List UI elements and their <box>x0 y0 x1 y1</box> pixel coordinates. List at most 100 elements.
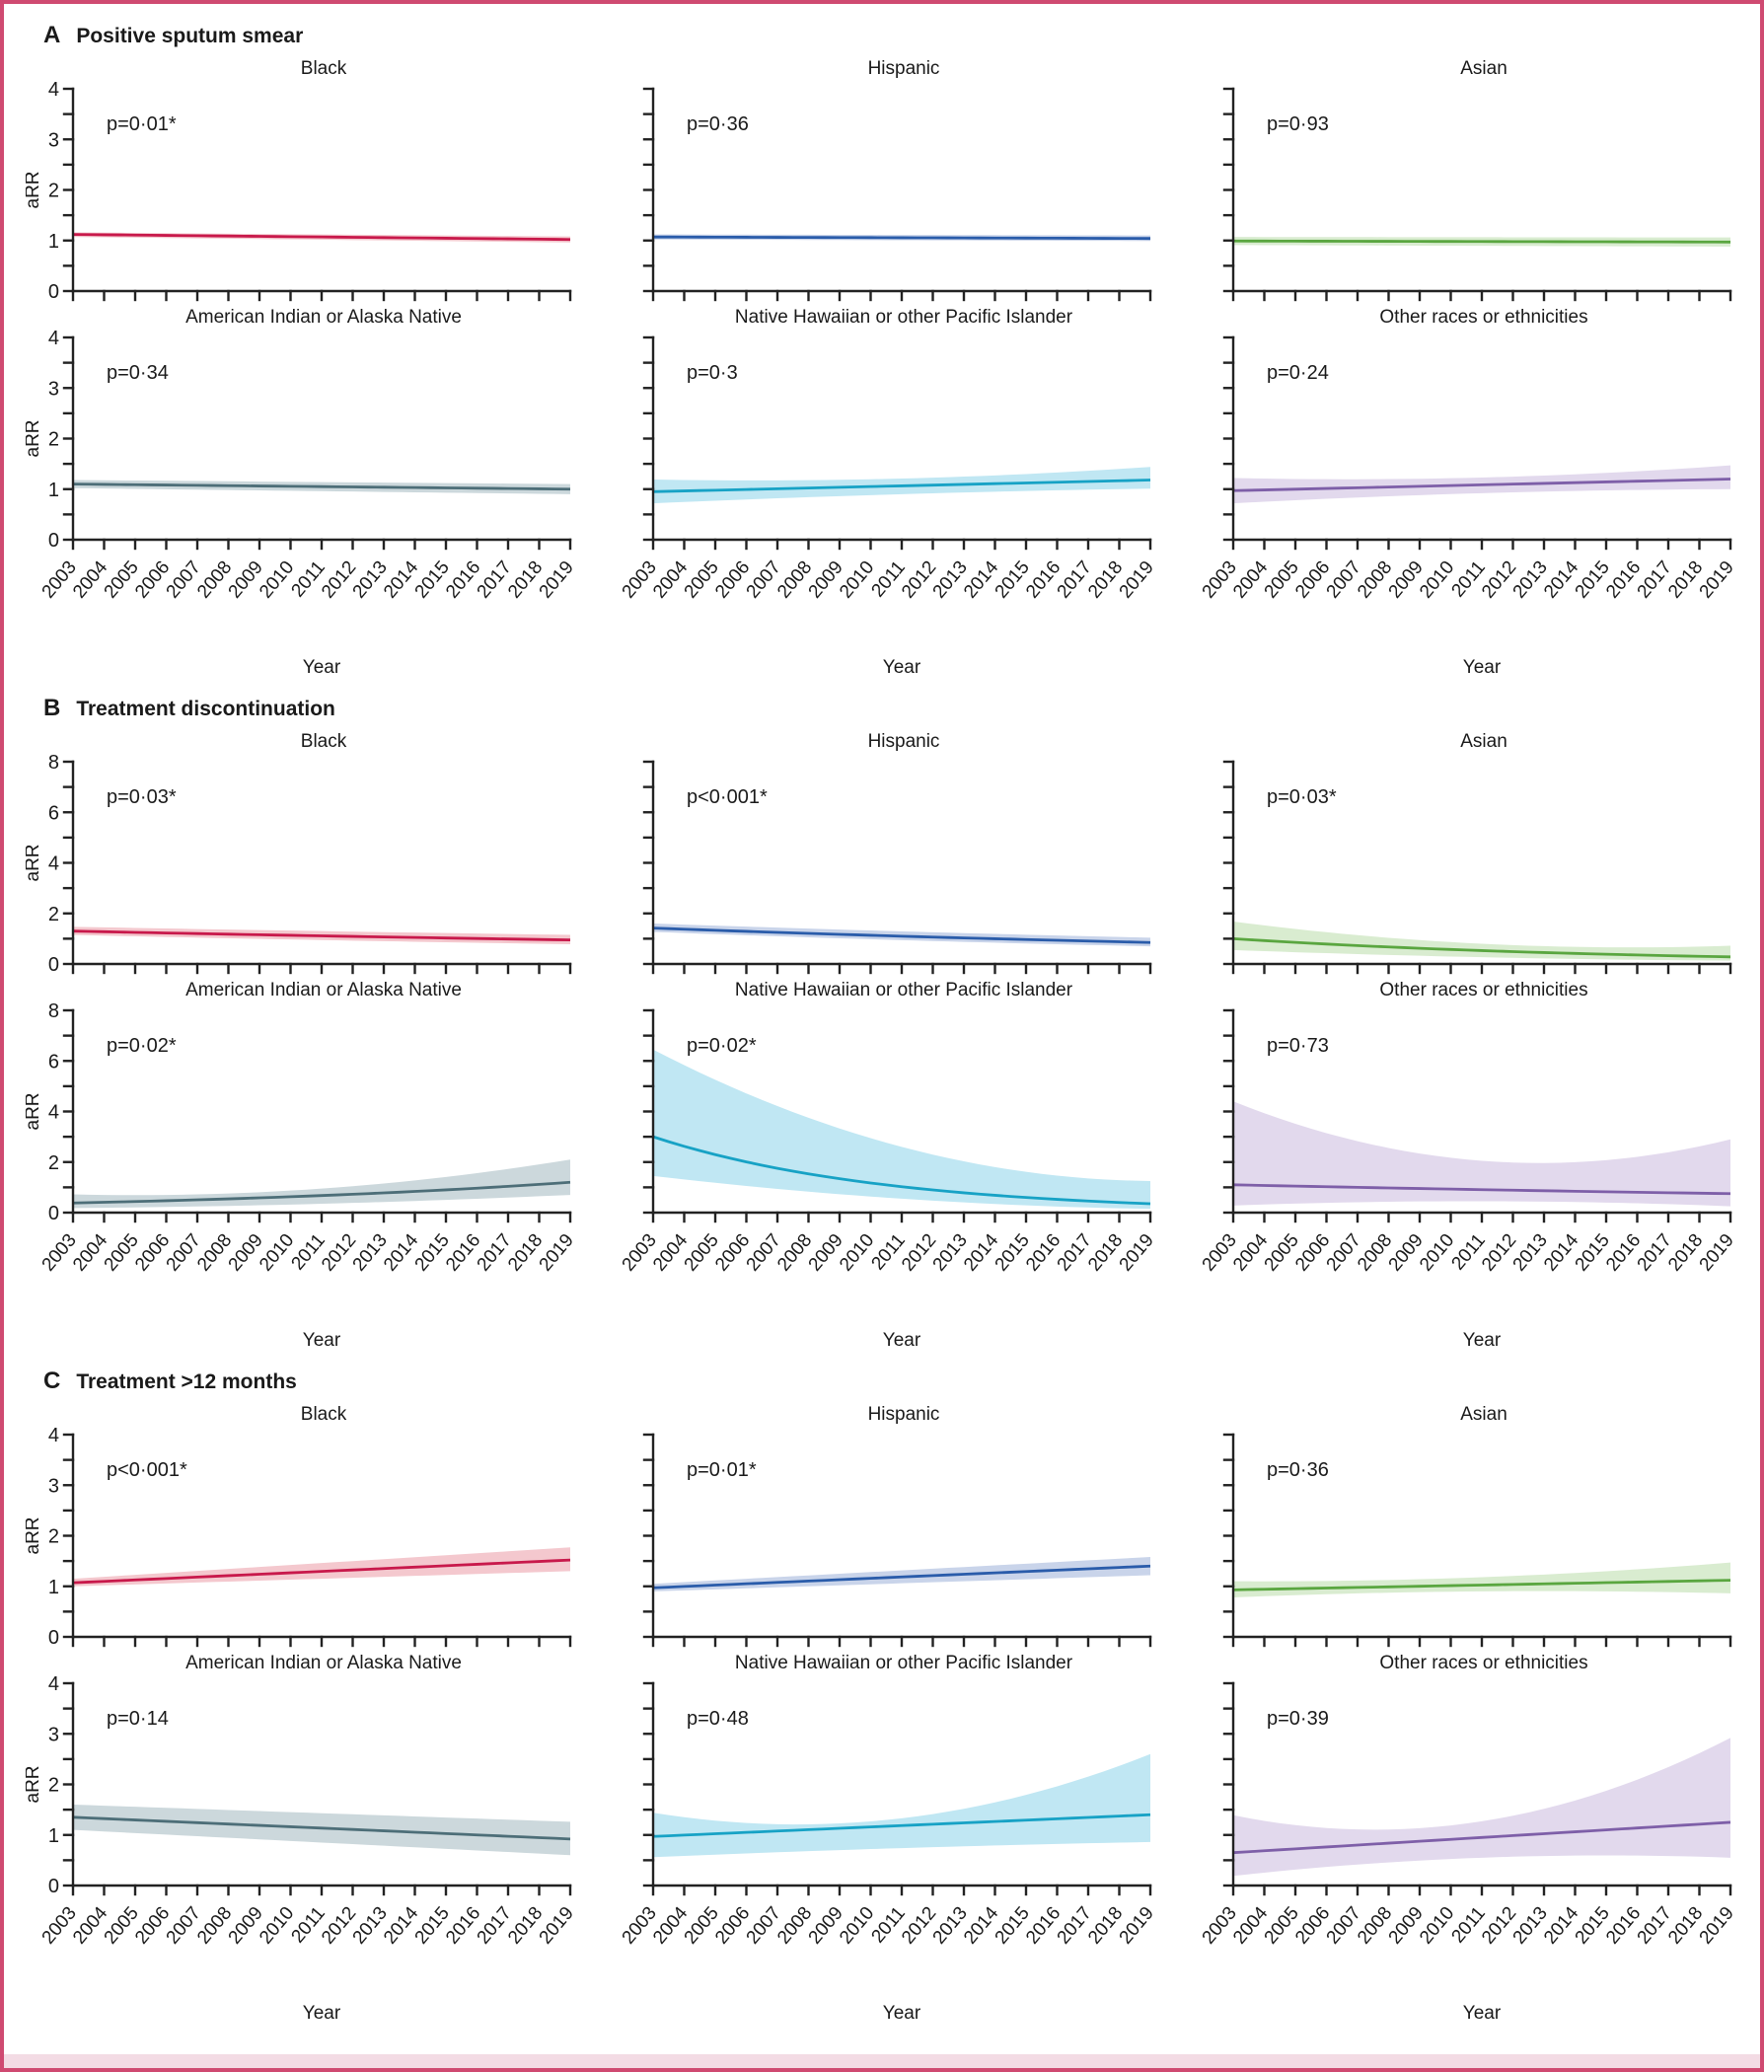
svg-text:2: 2 <box>48 1152 59 1174</box>
y-axis-label: aRR <box>26 419 43 457</box>
panel-a-hispanic: Hispanic p=0·36 <box>606 57 1158 306</box>
svg-text:2010: 2010 <box>836 557 878 603</box>
svg-text:2009: 2009 <box>805 1903 847 1949</box>
trend-line <box>1232 239 1731 244</box>
svg-text:2008: 2008 <box>193 1230 236 1276</box>
svg-text:2008: 2008 <box>773 1903 816 1949</box>
p-value-label: p=0·39 <box>1267 1708 1329 1730</box>
panel-a-other-races-or-ethnicities: Other races or ethnicities p=0·24 2003 2004… <box>1186 306 1738 687</box>
svg-text:2013: 2013 <box>1509 557 1552 603</box>
svg-text:1: 1 <box>48 1825 59 1847</box>
svg-text:2008: 2008 <box>1354 1230 1396 1276</box>
p-value-label: p=0·93 <box>1267 113 1329 135</box>
chart-c-american-indian-or-alaska-native: 01234aRRp=0·1420032004200520062007200820… <box>26 1675 578 2024</box>
section-letter: A <box>43 22 61 48</box>
svg-text:2007: 2007 <box>163 557 205 603</box>
svg-text:2017: 2017 <box>1634 1903 1676 1949</box>
chart-b-american-indian-or-alaska-native: 02468aRRp=0·02*2003200420052006200720082… <box>26 1002 578 1351</box>
svg-text:2013: 2013 <box>349 1903 392 1949</box>
svg-text:2013: 2013 <box>929 1230 972 1276</box>
y-tick-labels: 0 2 4 6 8 <box>48 1002 59 1224</box>
svg-text:6: 6 <box>48 802 59 824</box>
svg-text:2017: 2017 <box>474 1230 516 1276</box>
svg-text:2018: 2018 <box>504 1230 547 1276</box>
x-axis-label: Year <box>1463 1330 1502 1351</box>
trend-line <box>1232 1820 1731 1855</box>
x-axis-label: Year <box>883 1330 921 1351</box>
svg-text:2003: 2003 <box>38 1230 81 1276</box>
panel-c-american-indian-or-alaska-native: American Indian or Alaska Native 0 1 2 3 4 aRR… <box>26 1652 578 2033</box>
x-axis-label: Year <box>303 2003 341 2024</box>
x-tick-labels: 2003200420052006200720082009201020112012… <box>38 1902 578 1948</box>
svg-text:2009: 2009 <box>225 1230 267 1276</box>
svg-text:2013: 2013 <box>929 557 972 603</box>
svg-text:2014: 2014 <box>380 1902 423 1948</box>
chart-c-hispanic: p=0·01* <box>642 1433 1152 1648</box>
trend-line <box>652 926 1151 944</box>
svg-text:2005: 2005 <box>101 1230 143 1276</box>
panel-title: Asian <box>1460 731 1507 752</box>
panel-a-american-indian-or-alaska-native: American Indian or Alaska Native 0 1 2 3 4 aRR… <box>26 306 578 687</box>
svg-text:2007: 2007 <box>163 1230 205 1276</box>
svg-text:2018: 2018 <box>1664 1903 1707 1949</box>
svg-text:2008: 2008 <box>1354 1903 1396 1949</box>
panel-row-1: Black 0 2 4 6 8 aRR p=0·03* Hispanic p<0·001* Asia… <box>26 730 1738 979</box>
panel-a-black: Black 0 1 2 3 4 aRR p=0·01* <box>26 57 578 306</box>
trend-line <box>72 929 571 942</box>
svg-text:4: 4 <box>48 81 59 101</box>
svg-text:2006: 2006 <box>131 1903 174 1949</box>
panel-title: American Indian or Alaska Native <box>185 1653 462 1673</box>
panel-title: Hispanic <box>867 731 940 752</box>
axes <box>62 1681 572 1896</box>
trend-line <box>72 482 571 491</box>
svg-text:2019: 2019 <box>1116 1903 1158 1949</box>
y-tick-labels: 0 1 2 3 4 <box>48 1427 59 1649</box>
y-axis-label: aRR <box>26 1517 43 1554</box>
svg-text:4: 4 <box>48 1675 59 1695</box>
ci-band <box>653 1049 1150 1210</box>
trend-line <box>652 1564 1151 1590</box>
svg-text:2003: 2003 <box>38 557 81 603</box>
svg-text:2017: 2017 <box>1634 557 1676 603</box>
y-axis-label: aRR <box>26 844 43 881</box>
p-value-label: p=0·02* <box>107 1035 177 1057</box>
chart-c-other-races-or-ethnicities: p=0·392003200420052006200720082009201020… <box>1199 1681 1738 2024</box>
svg-text:2018: 2018 <box>1664 1230 1707 1276</box>
x-axis-label: Year <box>1463 2003 1502 2024</box>
svg-text:2006: 2006 <box>711 1903 754 1949</box>
svg-text:2016: 2016 <box>442 557 484 603</box>
panel-title: Native Hawaiian or other Pacific Islande… <box>734 980 1073 1000</box>
panel-title: Hispanic <box>867 58 940 79</box>
panel-a-asian: Asian p=0·93 <box>1186 57 1738 306</box>
svg-text:1: 1 <box>48 480 59 501</box>
svg-text:2004: 2004 <box>649 1229 693 1275</box>
svg-text:2015: 2015 <box>992 1230 1034 1276</box>
svg-text:2014: 2014 <box>380 1229 423 1275</box>
svg-text:2019: 2019 <box>536 557 578 603</box>
svg-text:2009: 2009 <box>1385 557 1428 603</box>
panel-a-native-hawaiian-or-other-pacific-islander: Native Hawaiian or other Pacific Islande… <box>606 306 1158 687</box>
svg-text:2004: 2004 <box>649 1902 693 1948</box>
svg-text:2014: 2014 <box>960 1902 1003 1948</box>
svg-text:2007: 2007 <box>743 1230 785 1276</box>
x-axis-label: Year <box>303 1330 341 1351</box>
trend-line <box>1232 936 1731 959</box>
chart-b-hispanic: p<0·001* <box>642 760 1152 975</box>
svg-text:0: 0 <box>48 954 59 976</box>
svg-text:2018: 2018 <box>1664 557 1707 603</box>
svg-text:2015: 2015 <box>411 1903 454 1949</box>
chart-c-asian: p=0·36 <box>1222 1433 1732 1648</box>
svg-text:2: 2 <box>48 181 59 202</box>
y-axis-label: aRR <box>26 1765 43 1803</box>
axes <box>642 87 1152 302</box>
svg-text:2019: 2019 <box>1696 557 1738 603</box>
panel-b-hispanic: Hispanic p<0·001* <box>606 730 1158 979</box>
chart-a-asian: p=0·93 <box>1222 87 1732 302</box>
svg-text:0: 0 <box>48 1203 59 1224</box>
svg-text:2: 2 <box>48 429 59 451</box>
chart-a-american-indian-or-alaska-native: 01234aRRp=0·3420032004200520062007200820… <box>26 330 578 678</box>
panel-c-asian: Asian p=0·36 <box>1186 1403 1738 1652</box>
svg-text:2014: 2014 <box>960 1229 1003 1275</box>
svg-text:2010: 2010 <box>836 1230 878 1276</box>
svg-text:6: 6 <box>48 1051 59 1073</box>
